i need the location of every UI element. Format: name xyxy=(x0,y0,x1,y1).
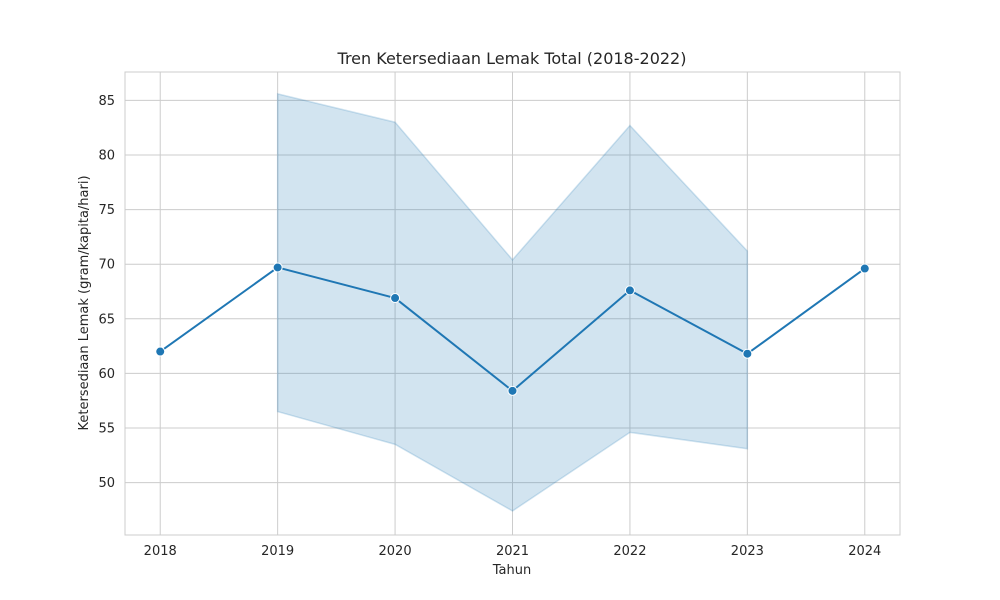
y-axis-ticks: 50 55 60 65 70 75 80 85 xyxy=(98,94,115,491)
x-tick-label: 2024 xyxy=(848,544,881,559)
y-tick-label: 85 xyxy=(98,94,115,109)
confidence-band xyxy=(276,92,749,512)
x-tick-label: 2022 xyxy=(613,544,646,559)
data-point xyxy=(507,385,518,396)
x-axis-label: Tahun xyxy=(492,563,531,578)
grid xyxy=(125,72,900,535)
data-point xyxy=(859,263,870,274)
x-axis-ticks: 2018 2019 2020 2021 2022 2023 2024 xyxy=(144,544,882,559)
y-axis-label: Ketersediaan Lemak (gram/kapita/hari) xyxy=(77,175,92,430)
x-tick-label: 2021 xyxy=(496,544,529,559)
data-point xyxy=(390,293,401,304)
y-tick-label: 70 xyxy=(98,258,115,273)
chart-title: Tren Ketersediaan Lemak Total (2018-2022… xyxy=(337,49,687,68)
y-tick-label: 80 xyxy=(98,148,115,163)
y-tick-label: 55 xyxy=(98,421,115,436)
y-tick-label: 65 xyxy=(98,312,115,327)
confidence-band-area xyxy=(276,92,749,512)
data-point xyxy=(155,346,166,357)
data-point xyxy=(272,262,283,273)
x-tick-label: 2018 xyxy=(144,544,177,559)
y-tick-label: 50 xyxy=(98,476,115,491)
data-point xyxy=(624,285,635,296)
series-markers xyxy=(155,262,870,396)
x-tick-label: 2019 xyxy=(261,544,294,559)
x-tick-label: 2020 xyxy=(379,544,412,559)
y-tick-label: 60 xyxy=(98,367,115,382)
data-point xyxy=(742,348,753,359)
y-tick-label: 75 xyxy=(98,203,115,218)
x-tick-label: 2023 xyxy=(731,544,764,559)
